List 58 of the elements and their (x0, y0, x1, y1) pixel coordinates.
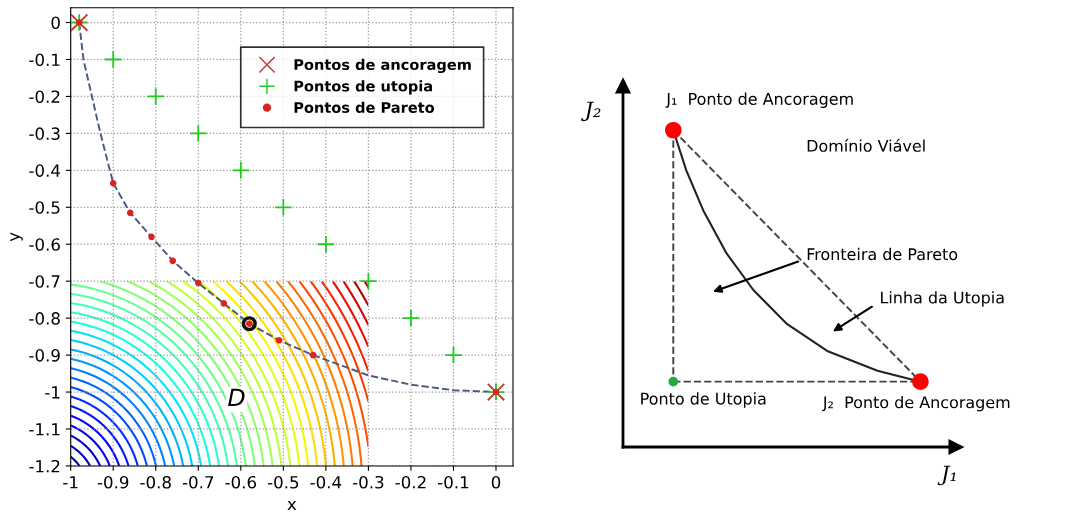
point (275, 337, 283, 344)
x-tick-label: -0.5 (267, 475, 299, 489)
point (75, 19, 83, 26)
point (148, 233, 155, 241)
legend-label: Pontos de utopia (294, 80, 432, 95)
x-tick-label: 0 (491, 475, 501, 489)
point (309, 351, 317, 359)
point (220, 300, 228, 307)
point (126, 209, 134, 217)
y-tick-label: -1.2 (29, 459, 60, 473)
y-tick-label: -1.1 (29, 423, 60, 436)
point (241, 316, 257, 332)
point (109, 179, 117, 187)
x-tick-label: -0.7 (182, 475, 214, 489)
point (189, 124, 208, 143)
x-tick-label: -0.3 (352, 475, 384, 489)
y-axis-title: y (10, 232, 23, 242)
y-tick-label: -0.1 (29, 53, 60, 67)
point (492, 388, 500, 396)
text: J₁ Ponto de Ancoragem (665, 92, 853, 108)
point (359, 272, 378, 291)
x-tick-label: -0.9 (97, 475, 129, 489)
x-tick-label: -0.6 (225, 475, 257, 489)
point (316, 235, 335, 254)
point (231, 161, 250, 180)
y-tick-label: -0.7 (29, 275, 60, 288)
point (146, 87, 165, 106)
x-axis-title: x (287, 500, 297, 511)
point (444, 345, 463, 365)
point (274, 198, 293, 217)
text: Linha da Utopia (881, 291, 1004, 307)
x-tick-label: -0.4 (310, 475, 342, 489)
y-tick-label: 0 (51, 16, 60, 30)
y-tick-label: -0.2 (29, 90, 60, 103)
y-tick-label: -0.4 (29, 164, 61, 177)
text: J₂ (581, 101, 601, 122)
x-tick-label: -0.1 (438, 475, 469, 489)
y-tick-label: -0.5 (29, 201, 60, 214)
x-tick-label: -1 (63, 476, 78, 489)
x-tick-label: -0.8 (140, 475, 171, 489)
text: Domínio Viável (807, 138, 925, 152)
point (169, 257, 177, 265)
y-tick-label: -0.3 (29, 127, 60, 140)
legend-label: Pontos de ancoragem (294, 58, 471, 73)
text: J₂ Ponto de Ancoragem (822, 395, 1010, 412)
text: Ponto de Utopia (641, 392, 766, 408)
legend-label: Pontos de Pareto (294, 101, 435, 113)
annotation: D (228, 388, 245, 407)
point (104, 50, 123, 69)
y-tick-label: -0.8 (29, 312, 60, 325)
point (194, 279, 202, 287)
y-tick-label: -1 (45, 386, 60, 399)
point (401, 309, 421, 328)
y-tick-label: -0.9 (29, 349, 60, 362)
text: Fronteira de Pareto (807, 247, 958, 261)
x-tick-label: -0.2 (395, 475, 426, 489)
text: J₁ (937, 465, 956, 486)
y-tick-label: -0.6 (29, 238, 60, 251)
